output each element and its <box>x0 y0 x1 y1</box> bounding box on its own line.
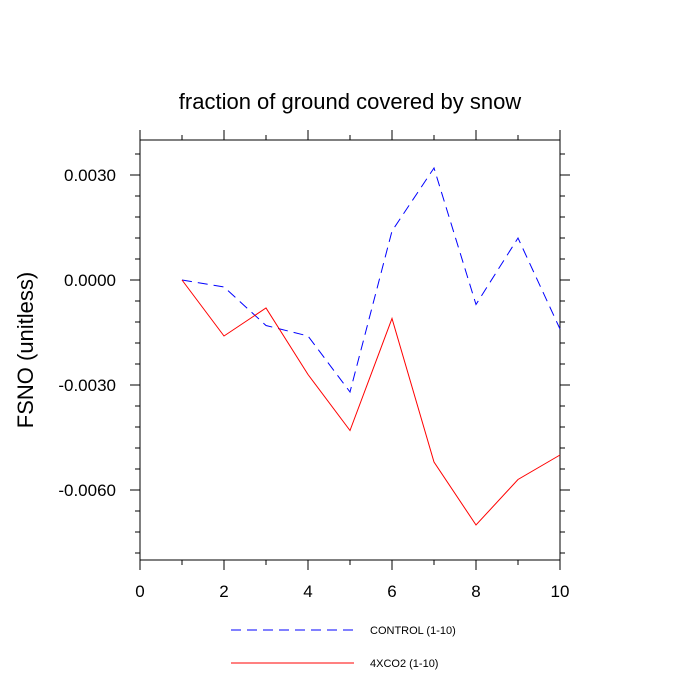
y-axis-label: FSNO (unitless) <box>13 272 38 428</box>
legend-label: CONTROL (1-10) <box>370 625 456 637</box>
chart-title: fraction of ground covered by snow <box>179 89 522 114</box>
y-tick-label: -0.0030 <box>58 376 116 395</box>
plot-frame <box>139 139 561 561</box>
y-tick-label: 0.0030 <box>64 166 116 185</box>
y-tick-label: -0.0060 <box>58 481 116 500</box>
x-tick-label: 2 <box>219 582 228 601</box>
x-tick-label: 8 <box>471 582 480 601</box>
y-tick-label: 0.0000 <box>64 271 116 290</box>
series-line-1 <box>181 166 561 394</box>
series-line-2 <box>181 279 561 526</box>
x-tick-label: 6 <box>387 582 396 601</box>
legend-label: 4XCO2 (1-10) <box>370 658 438 670</box>
x-tick-label: 4 <box>303 582 312 601</box>
x-tick-label: 0 <box>135 582 144 601</box>
x-tick-label: 10 <box>551 582 570 601</box>
